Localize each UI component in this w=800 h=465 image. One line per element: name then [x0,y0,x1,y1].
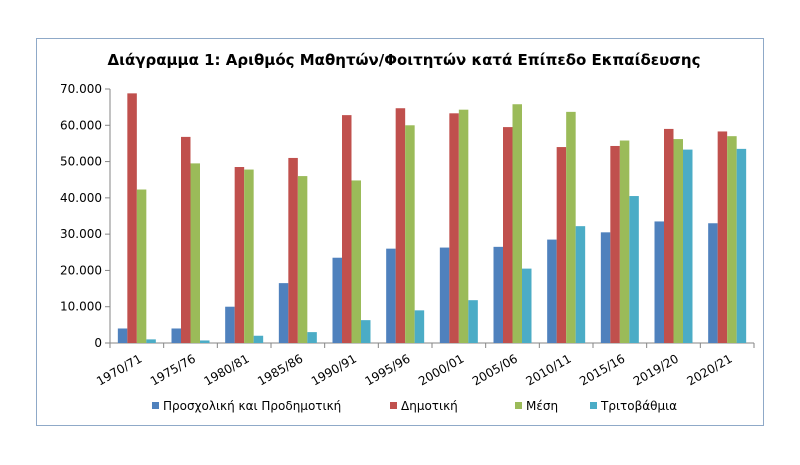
bar [736,148,747,343]
bar [136,189,147,343]
bar [708,223,718,343]
bar [610,145,620,343]
y-tick-label: 60.000 [60,118,102,132]
bar [234,167,245,343]
bar [297,176,308,343]
x-tick-label: 2019/20 [631,351,681,388]
bar [664,128,674,343]
legend-label: Μέση [526,399,558,413]
y-tick-label: 20.000 [60,263,102,277]
x-tick-label: 1995/96 [362,351,412,388]
bar [575,226,586,343]
legend-swatch [152,402,159,409]
bar [522,268,532,343]
legend: Προσχολική και Προδημοτική Δημοτική Μέση Τρ… [152,399,677,413]
x-tick-label: 2015/16 [577,351,627,388]
bar [288,157,298,343]
bar [512,104,522,344]
legend-swatch [390,402,397,409]
chart: Διάγραμμα 1: Αριθμός Μαθητών/Φοιτητών κα… [60,51,755,413]
legend-label: Τριτοβάθμια [600,399,677,413]
bar [405,125,415,344]
bar [683,149,693,343]
bar [654,221,664,343]
bar [414,310,425,343]
bar [468,300,478,343]
bar [395,108,406,343]
bar [619,140,630,343]
chart-title: Διάγραμμα 1: Αριθμός Μαθητών/Φοιτητών κα… [108,51,701,69]
bar [547,239,557,343]
bar [717,131,728,343]
bar [278,283,289,343]
bar [225,306,235,343]
bar [493,246,503,343]
bar [146,339,156,343]
bar [361,320,371,343]
bar [566,111,576,343]
bar [727,136,737,343]
bar [351,180,361,343]
x-tick-label: 1980/81 [201,351,251,388]
bar [200,340,210,343]
bar [127,93,137,344]
x-axis: 1970/71 1975/76 1980/81 1985/86 1990/91 1995/… [94,342,755,389]
chart-frame: Διάγραμμα 1: Αριθμός Μαθητών/Φοιτητών κα… [36,38,764,426]
x-tick-label: 1975/76 [148,351,198,388]
x-tick-label: 2020/21 [684,351,734,388]
legend-label: Δημοτική [401,399,458,413]
x-tick-label: 2000/01 [416,351,466,388]
bar [171,328,181,343]
bar [386,248,396,343]
bar [629,196,639,343]
x-tick-label: 1990/91 [309,351,359,388]
y-tick-label: 40.000 [60,191,102,205]
bar [332,257,342,343]
legend-swatch [590,402,597,409]
bar [439,247,450,343]
bar [117,328,128,343]
legend-label: Προσχολική και Προδημοτική [163,399,341,413]
bar [458,109,469,343]
bar [503,127,513,343]
bar [190,163,200,343]
bar [181,136,191,343]
bar [600,232,611,343]
bar [342,115,352,343]
y-axis: 0 10.000 20.000 30.000 40.000 50.000 60.000 70.… [60,82,111,350]
bar [673,139,683,343]
y-tick-label: 70.000 [60,82,102,96]
y-tick-label: 50.000 [60,155,102,169]
bar [307,332,317,343]
bars [117,93,747,344]
y-tick-label: 10.000 [60,300,102,314]
bar [449,113,459,343]
bar [556,147,567,343]
x-tick-label: 2005/06 [470,351,520,388]
y-tick-label: 30.000 [60,227,102,241]
x-tick-label: 1985/86 [255,351,305,388]
bar [253,335,264,343]
bar [244,169,254,343]
legend-swatch [515,402,522,409]
x-tick-label: 1970/71 [94,351,144,388]
x-tick-label: 2010/11 [523,351,573,388]
y-tick-label: 0 [94,336,102,350]
